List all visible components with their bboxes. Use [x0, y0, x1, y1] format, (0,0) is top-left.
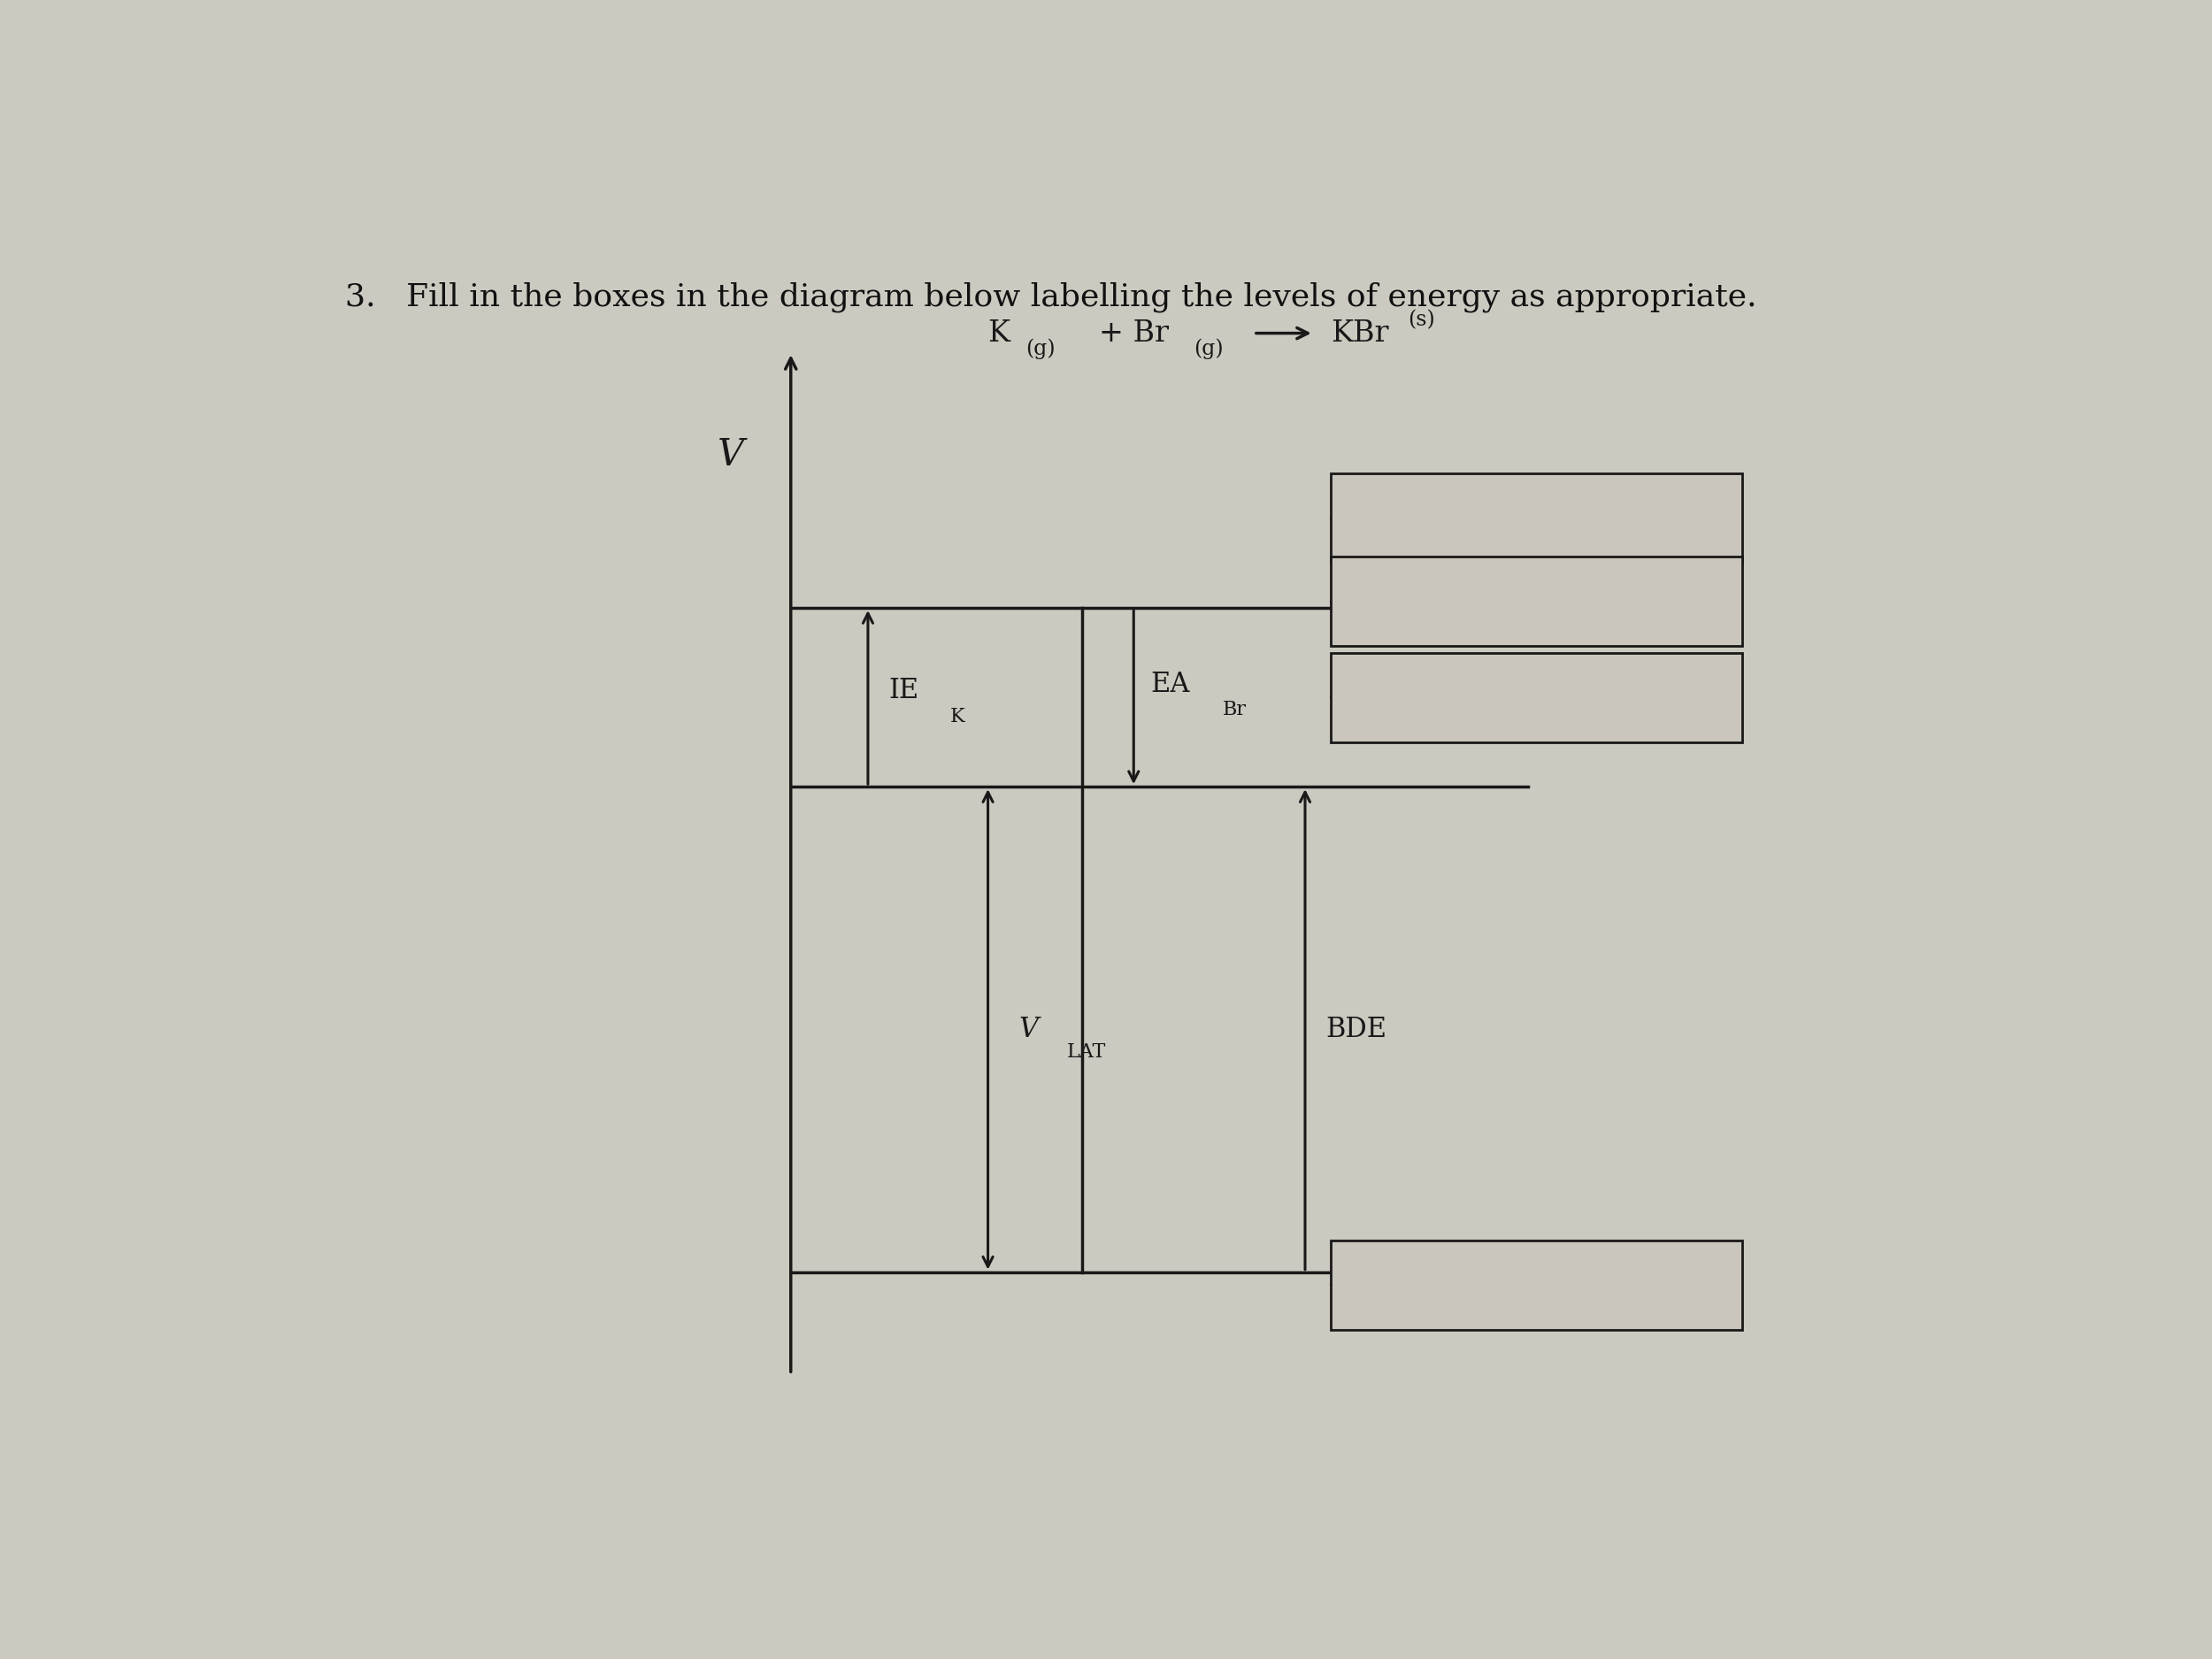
Text: KBr: KBr [1332, 319, 1389, 347]
Text: V: V [717, 436, 743, 473]
Bar [1332, 474, 1743, 562]
Text: (g): (g) [1194, 338, 1223, 358]
Bar [1332, 1241, 1743, 1329]
Bar [1332, 557, 1743, 645]
Text: K: K [989, 319, 1011, 347]
Text: + Br: + Br [1099, 319, 1170, 347]
Text: BDE: BDE [1325, 1015, 1387, 1044]
Text: V: V [1020, 1015, 1037, 1044]
Text: (s): (s) [1407, 310, 1436, 330]
Text: 3.   Fill in the boxes in the diagram below labelling the levels of energy as ap: 3. Fill in the boxes in the diagram belo… [345, 282, 1756, 312]
Text: EA: EA [1150, 670, 1190, 698]
Text: Br: Br [1223, 700, 1248, 720]
Text: LAT: LAT [1066, 1042, 1106, 1062]
Text: (g): (g) [1026, 338, 1055, 358]
Bar [1332, 652, 1743, 742]
Text: K: K [951, 707, 964, 727]
Text: IE: IE [889, 677, 918, 705]
